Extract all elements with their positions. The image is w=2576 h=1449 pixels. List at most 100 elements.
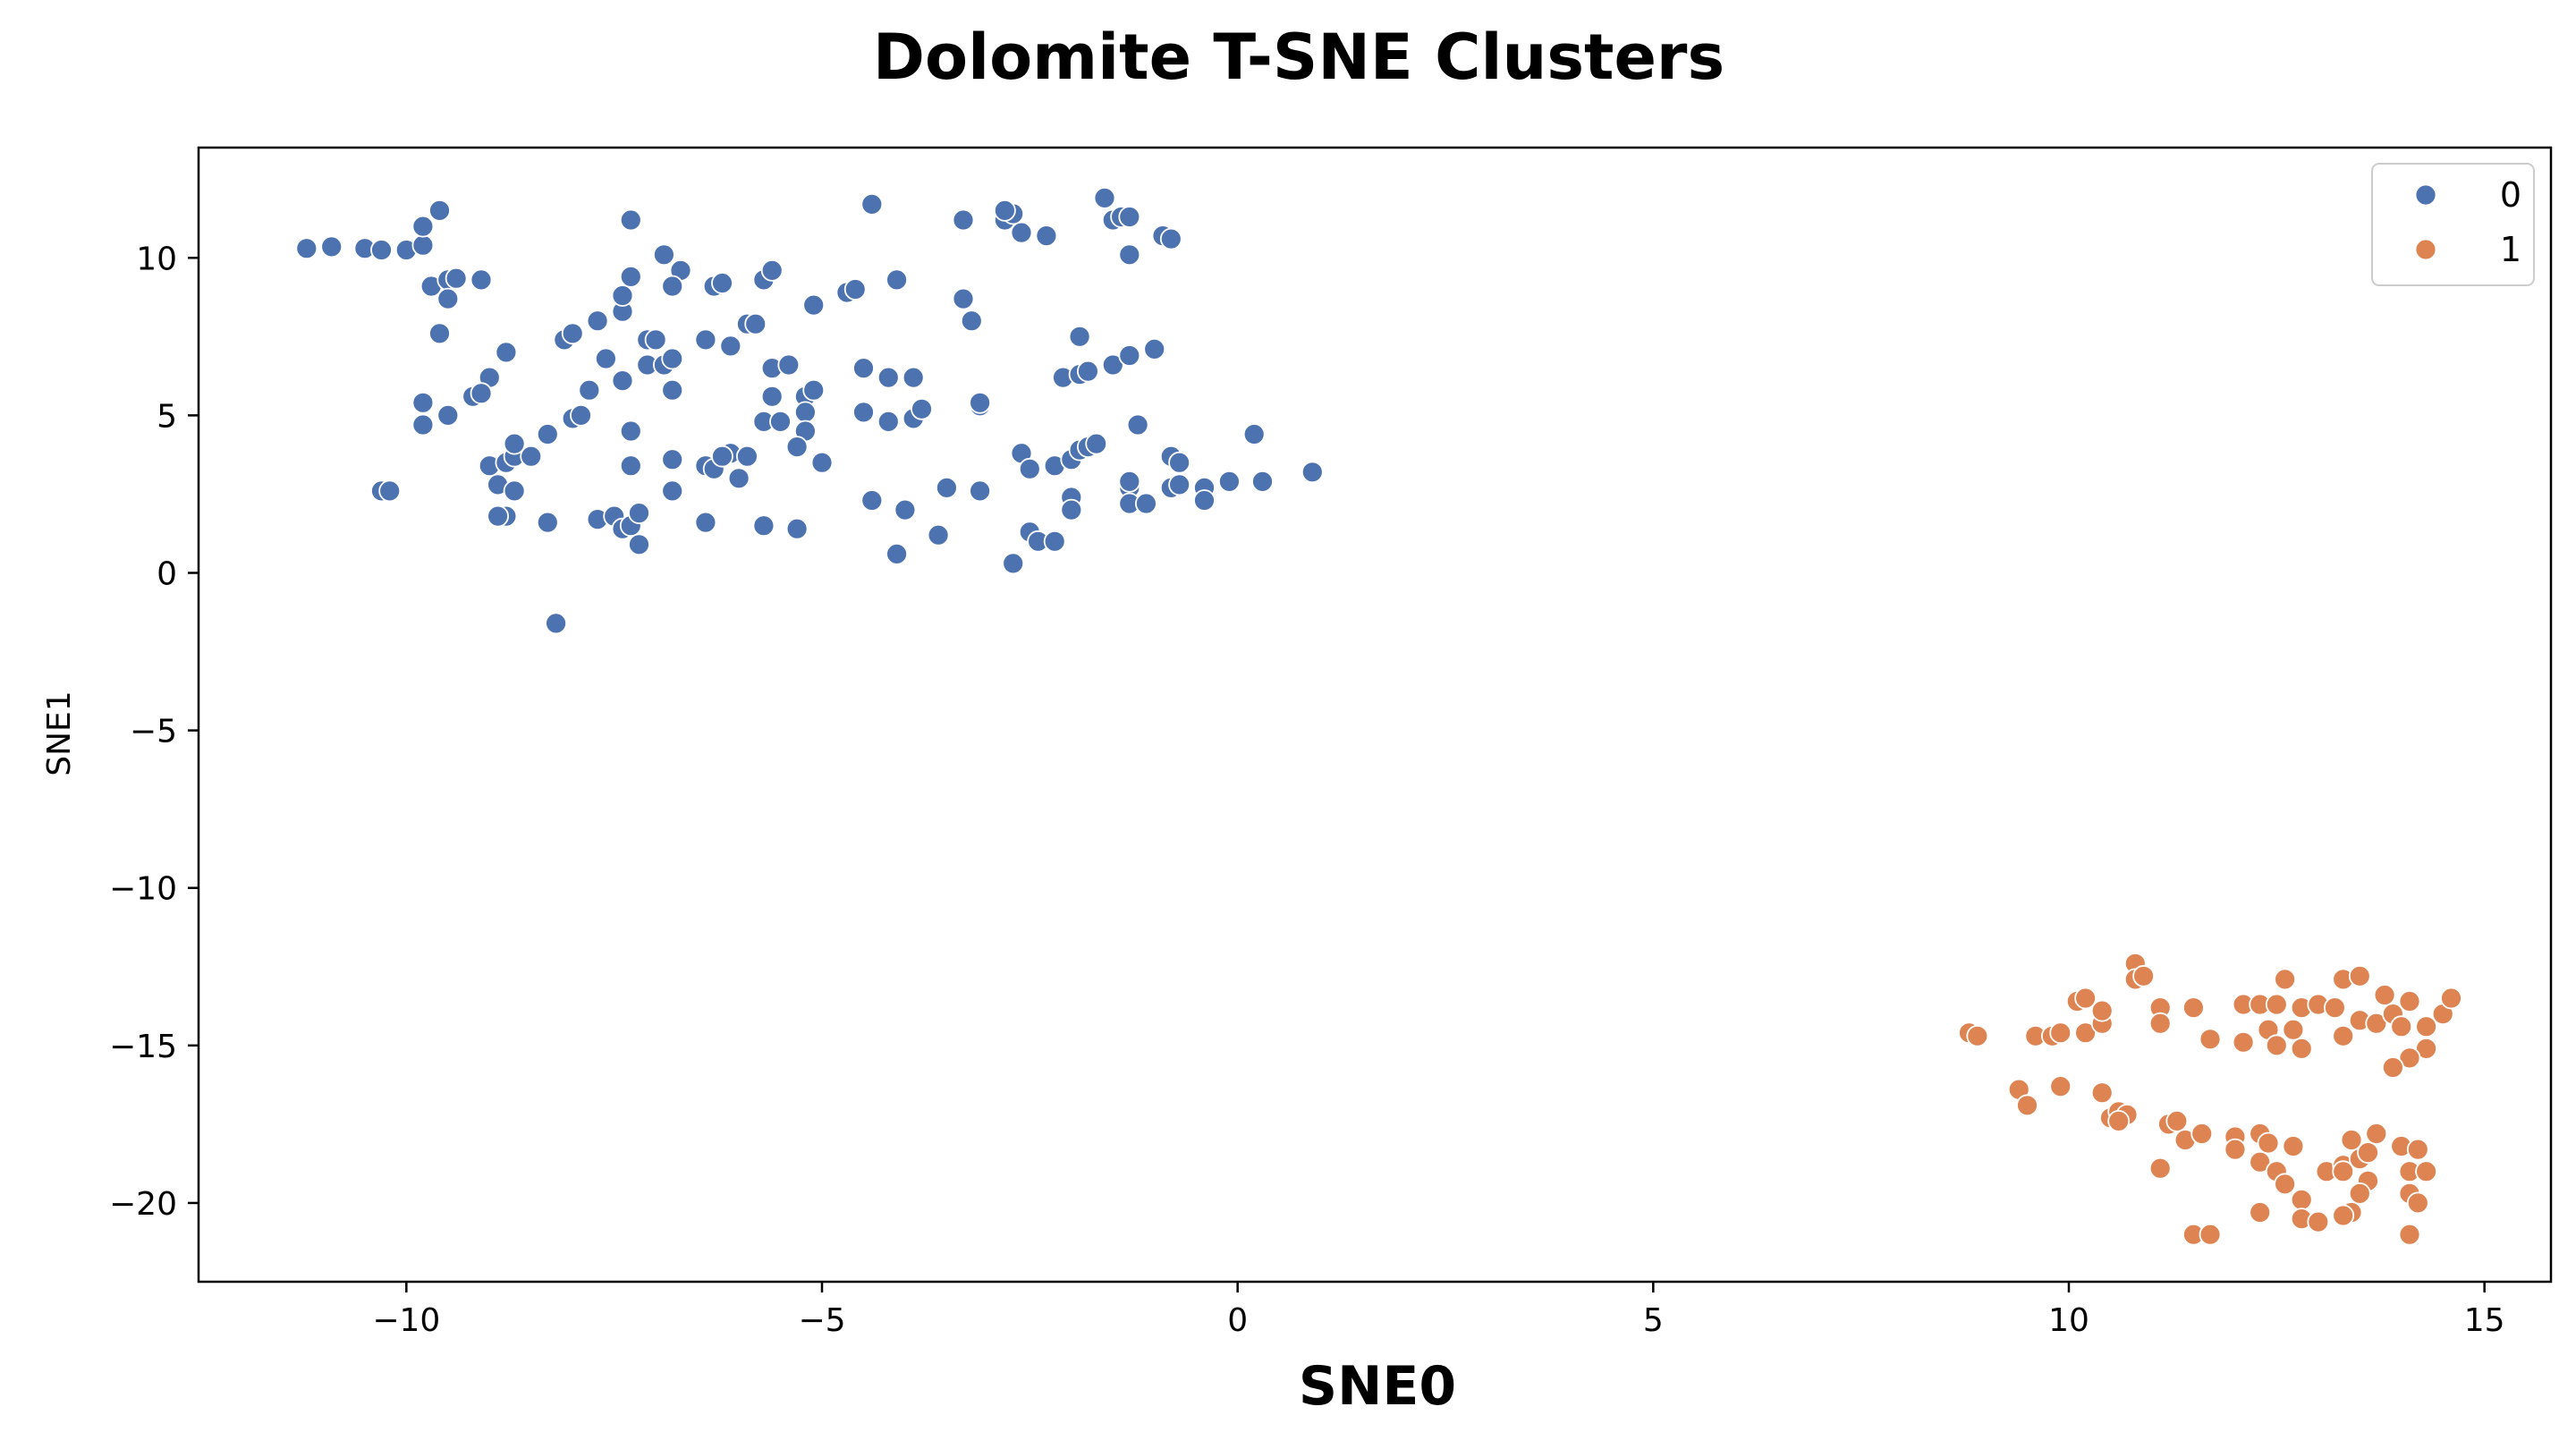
scatter-point-series-1-76 <box>2357 1141 2379 1164</box>
x-tick-label: −10 <box>372 1302 440 1339</box>
scatter-point-series-0-37 <box>578 378 601 402</box>
scatter-point-series-0-39 <box>570 403 592 427</box>
scatter-point-series-0-98 <box>886 268 908 292</box>
scatter-point-series-0-151 <box>1118 470 1141 493</box>
scatter-point-series-0-56 <box>619 419 642 443</box>
scatter-point-series-0-50 <box>661 275 684 298</box>
scatter-point-series-1-34 <box>2365 1012 2388 1035</box>
scatter-point-series-0-159 <box>1193 489 1216 512</box>
scatter-point-series-0-128 <box>1085 432 1108 455</box>
y-tick-label: 5 <box>157 398 177 435</box>
scatter-point-series-0-107 <box>894 498 917 521</box>
scatter-point-series-1-62 <box>2257 1131 2280 1155</box>
scatter-point-series-0-90 <box>727 467 750 490</box>
scatter-point-series-1-4 <box>2049 1021 2072 1045</box>
x-tick-label: −5 <box>798 1302 845 1339</box>
scatter-point-series-0-137 <box>1077 360 1099 383</box>
scatter-point-series-0-32 <box>536 423 559 445</box>
scatter-point-series-1-65 <box>2282 1135 2305 1157</box>
scatter-point-series-0-96 <box>843 278 867 301</box>
scatter-point-series-0-14 <box>411 391 435 414</box>
y-tick-label: −15 <box>109 1029 177 1065</box>
scatter-point-series-0-6 <box>411 215 435 238</box>
scatter-point-series-0-110 <box>936 477 958 499</box>
scatter-point-series-0-121 <box>1035 225 1058 248</box>
scatter-point-series-0-93 <box>785 517 809 540</box>
scatter-point-series-1-43 <box>2381 1056 2404 1079</box>
scatter-point-series-0-155 <box>1168 473 1191 496</box>
scatter-point-series-0-64 <box>628 502 650 524</box>
scatter-point-series-1-9 <box>2090 999 2114 1022</box>
scatter-point-series-0-147 <box>1118 243 1141 267</box>
scatter-point-series-0-142 <box>1126 413 1149 436</box>
legend: 01 <box>2371 163 2535 286</box>
scatter-point-series-0-80 <box>802 378 826 402</box>
points-layer <box>295 186 2462 1246</box>
scatter-point-series-1-77 <box>2365 1123 2388 1145</box>
scatter-point-series-0-102 <box>852 401 875 424</box>
scatter-point-series-0-160 <box>1218 470 1241 493</box>
scatter-point-series-1-46 <box>2049 1075 2072 1097</box>
scatter-point-series-1-70 <box>2249 1201 2272 1224</box>
scatter-point-series-1-67 <box>2290 1189 2313 1211</box>
scatter-point-series-1-51 <box>2107 1110 2131 1132</box>
y-tick-label: −20 <box>109 1186 177 1223</box>
scatter-point-series-1-6 <box>2074 987 2097 1010</box>
scatter-point-series-1-88 <box>2398 1223 2421 1246</box>
scatter-point-series-0-139 <box>1101 353 1124 377</box>
scatter-point-series-1-18 <box>2232 1030 2255 1054</box>
scatter-point-series-0-13 <box>428 322 451 345</box>
scatter-point-series-0-25 <box>503 432 526 455</box>
scatter-point-series-0-3 <box>370 239 393 261</box>
scatter-point-series-0-45 <box>619 208 642 232</box>
scatter-point-series-0-66 <box>694 328 717 352</box>
scatter-point-series-0-146 <box>1118 206 1141 228</box>
scatter-point-series-0-20 <box>470 382 493 405</box>
scatter-point-series-0-33 <box>536 511 559 534</box>
scatter-point-series-1-22 <box>2265 1034 2288 1057</box>
scatter-point-series-0-71 <box>744 312 767 335</box>
scatter-point-series-1-42 <box>2398 1046 2421 1070</box>
scatter-point-series-1-45 <box>2016 1094 2038 1117</box>
y-tick-label: 10 <box>136 241 177 277</box>
scatter-point-series-0-101 <box>902 366 925 389</box>
scatter-point-series-0-51 <box>611 369 634 393</box>
y-tick-label: −5 <box>130 714 177 750</box>
legend-marker-1 <box>2414 238 2437 261</box>
scatter-point-series-0-100 <box>877 366 900 389</box>
scatter-point-series-1-29 <box>2332 1024 2355 1047</box>
scatter-point-series-1-79 <box>2348 1182 2371 1205</box>
scatter-point-series-0-133 <box>1043 530 1066 553</box>
scatter-point-series-0-138 <box>1068 325 1091 348</box>
scatter-point-series-1-60 <box>2224 1138 2247 1161</box>
scatter-point-series-0-120 <box>1010 221 1033 244</box>
y-axis-label: SNE1 <box>41 691 78 775</box>
scatter-point-series-1-36 <box>2390 1015 2413 1038</box>
scatter-point-series-0-65 <box>628 533 650 556</box>
scatter-point-series-0-113 <box>952 208 975 232</box>
scatter-point-series-0-69 <box>719 335 742 358</box>
x-tick-label: 5 <box>1643 1302 1664 1339</box>
scatter-point-series-0-29 <box>487 504 509 528</box>
scatter-point-series-0-24 <box>520 445 543 468</box>
scatter-point-series-0-19 <box>495 341 518 364</box>
scatter-point-series-0-54 <box>661 347 684 370</box>
plot-frame <box>197 146 2553 1284</box>
scatter-point-series-1-37 <box>2398 990 2421 1013</box>
x-axis: −10 −5 0 5 10 15 <box>372 1282 2505 1339</box>
scatter-point-series-1-87 <box>2406 1191 2429 1215</box>
scatter-point-series-1-20 <box>2265 993 2288 1016</box>
scatter-point-series-0-15 <box>411 413 435 436</box>
scatter-point-series-0-97 <box>860 192 884 216</box>
scatter-point-series-0-111 <box>952 287 975 310</box>
scatter-point-series-0-68 <box>711 272 733 294</box>
scatter-point-series-1-85 <box>2415 1160 2438 1183</box>
scatter-point-series-0-48 <box>653 243 675 267</box>
scatter-point-series-0-91 <box>694 511 717 534</box>
scatter-point-series-0-112 <box>960 309 983 333</box>
scatter-point-series-1-14 <box>2148 1012 2172 1035</box>
scatter-point-series-0-106 <box>860 489 884 512</box>
scatter-point-series-1-58 <box>2199 1223 2222 1246</box>
scatter-point-series-0-88 <box>711 445 733 468</box>
y-tick-label: −10 <box>109 871 177 908</box>
